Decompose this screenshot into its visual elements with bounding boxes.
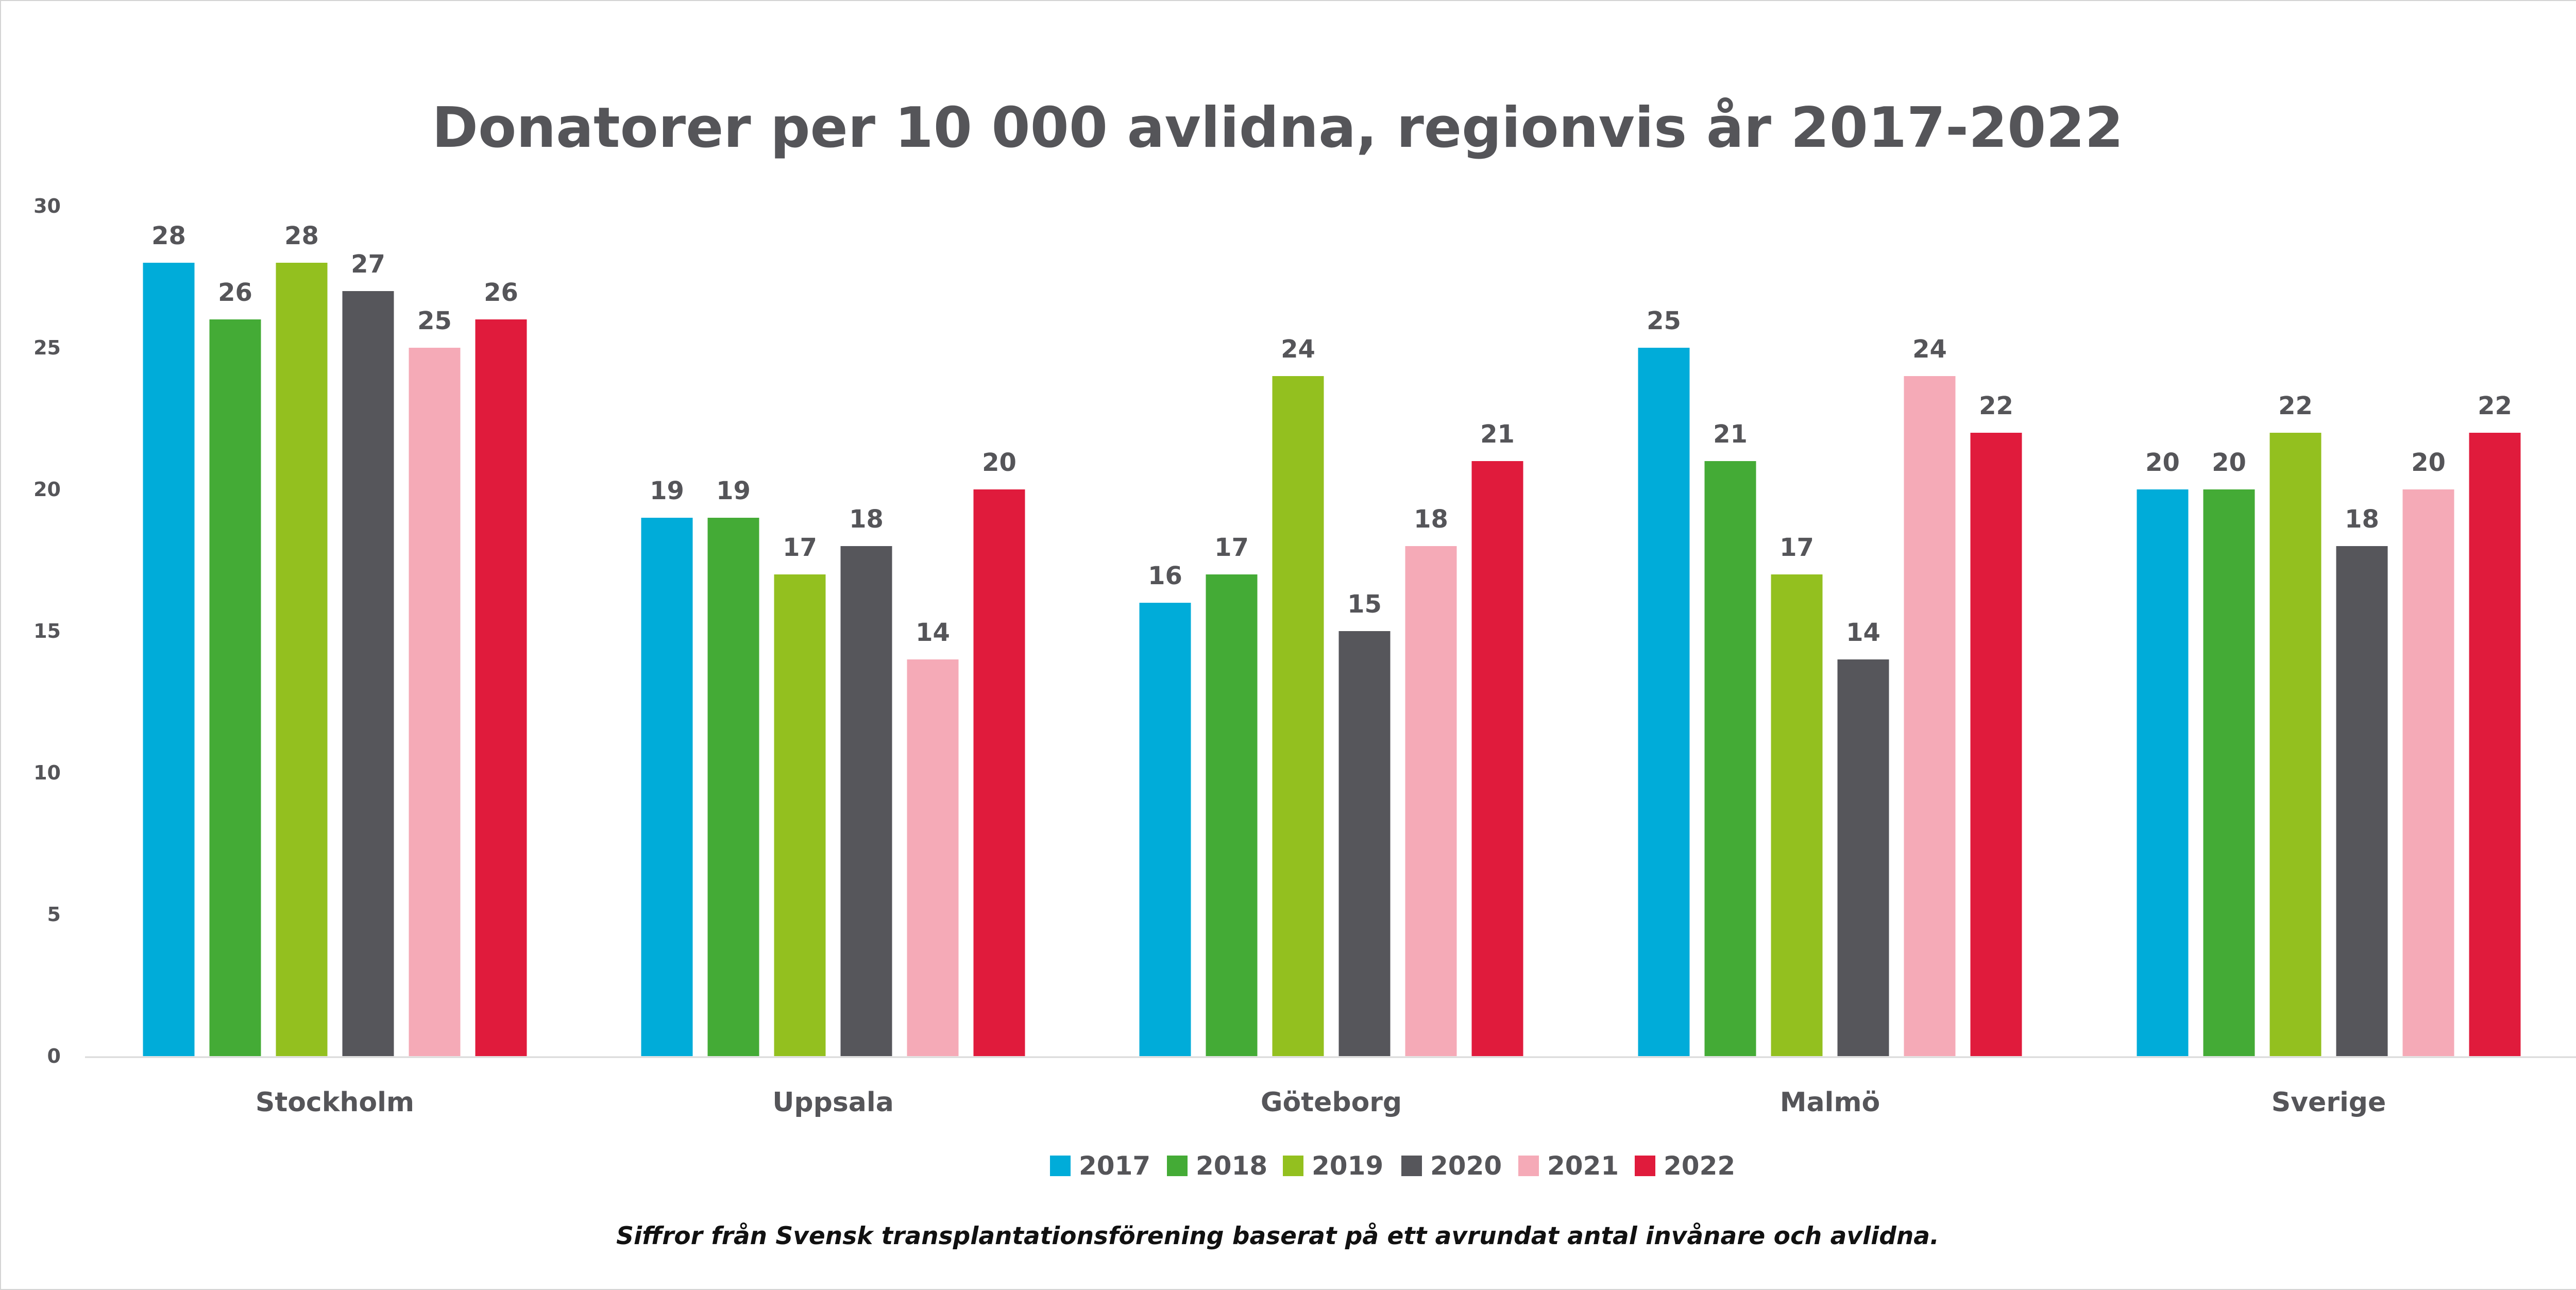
legend-label: 2021 — [1547, 1151, 1619, 1181]
data-label: 20 — [2212, 448, 2246, 477]
bar — [1904, 376, 1956, 1056]
bar — [1206, 574, 1258, 1056]
data-label: 22 — [2278, 392, 2313, 420]
legend-swatch — [1167, 1156, 1188, 1176]
bar — [1405, 546, 1457, 1056]
legend-label: 2018 — [1196, 1151, 1267, 1181]
legend-label: 2020 — [1430, 1151, 1502, 1181]
bar — [1771, 574, 1823, 1056]
bar — [1970, 433, 2022, 1056]
data-label: 20 — [2145, 448, 2180, 477]
bar — [774, 574, 826, 1056]
data-label: 18 — [2345, 505, 2379, 534]
y-tick-label: 0 — [47, 1045, 61, 1067]
data-label: 16 — [1148, 562, 1182, 590]
y-axis: 0 5 10 15 20 25 30 — [33, 195, 61, 1067]
bar — [2336, 546, 2388, 1056]
y-tick-label: 25 — [33, 336, 61, 359]
legend-swatch — [1635, 1156, 1655, 1176]
data-label: 22 — [2478, 392, 2512, 420]
data-label: 15 — [1347, 590, 1382, 619]
bar — [2469, 433, 2521, 1056]
bar-group: 19 19 17 18 14 20 — [641, 448, 1025, 1056]
x-tick-label: Sverige — [2272, 1087, 2386, 1118]
data-label: 17 — [783, 533, 817, 562]
data-label: 20 — [982, 448, 1016, 477]
y-tick-label: 15 — [33, 620, 61, 642]
legend-swatch — [1401, 1156, 1422, 1176]
data-label: 22 — [1979, 392, 2013, 420]
data-label: 21 — [1480, 420, 1515, 449]
y-tick-label: 30 — [33, 195, 61, 217]
bar — [409, 348, 461, 1056]
data-label: 17 — [1214, 533, 1249, 562]
legend-swatch — [1518, 1156, 1539, 1176]
legend-label: 2019 — [1312, 1151, 1383, 1181]
bar-group: 28 26 28 27 25 26 — [143, 222, 527, 1056]
data-label: 24 — [1281, 335, 1315, 364]
data-label: 19 — [650, 477, 684, 505]
bar — [1272, 376, 1324, 1056]
bar — [475, 319, 527, 1056]
data-label: 14 — [1846, 618, 1880, 647]
bar — [1837, 659, 1889, 1056]
x-tick-label: Göteborg — [1261, 1087, 1402, 1118]
data-label: 17 — [1780, 533, 1814, 562]
data-label: 25 — [417, 307, 452, 335]
bar — [1638, 348, 1690, 1056]
bar — [973, 489, 1025, 1056]
x-axis: Stockholm Uppsala Göteborg Malmö Sverige — [256, 1087, 2386, 1118]
y-tick-label: 20 — [33, 478, 61, 501]
data-label: 27 — [351, 250, 385, 279]
data-label: 26 — [484, 278, 518, 307]
bar — [2203, 489, 2255, 1056]
bar — [2269, 433, 2321, 1056]
bar — [2137, 489, 2189, 1056]
x-tick-label: Uppsala — [772, 1087, 894, 1118]
bar-group: 16 17 24 15 18 21 — [1139, 335, 1523, 1056]
bar — [1704, 461, 1756, 1056]
x-tick-label: Malmö — [1780, 1087, 1880, 1118]
bar — [2402, 489, 2454, 1056]
data-label: 28 — [151, 222, 186, 250]
y-tick-label: 5 — [47, 903, 61, 926]
bar — [1471, 461, 1523, 1056]
bar — [840, 546, 892, 1056]
bar — [907, 659, 959, 1056]
data-label: 18 — [849, 505, 884, 534]
legend-swatch — [1050, 1156, 1071, 1176]
bar — [143, 263, 195, 1056]
data-label: 14 — [916, 618, 950, 647]
bar — [342, 291, 394, 1056]
data-label: 19 — [716, 477, 751, 505]
bar-group: 20 20 22 18 20 22 — [2137, 392, 2521, 1056]
bar — [707, 518, 759, 1056]
legend-swatch — [1283, 1156, 1303, 1176]
data-label: 18 — [1414, 505, 1448, 534]
data-label: 21 — [1713, 420, 1748, 449]
bar — [209, 319, 261, 1056]
bar-group: 25 21 17 14 24 22 — [1638, 307, 2022, 1056]
bars: 28 26 28 27 25 26 19 19 17 18 14 20 16 17 24 15 18 21 25 21… — [143, 222, 2521, 1056]
data-label: 24 — [1912, 335, 1947, 364]
legend-label: 2022 — [1664, 1151, 1735, 1181]
data-label: 28 — [284, 222, 319, 250]
data-label: 26 — [218, 278, 252, 307]
bar — [1338, 631, 1391, 1056]
legend: 2017 2018 2019 2020 2021 2022 — [1050, 1151, 1735, 1181]
data-label: 25 — [1647, 307, 1681, 335]
footnote: Siffror från Svensk transplantationsföre… — [616, 1222, 1939, 1250]
bar — [276, 263, 328, 1056]
legend-label: 2017 — [1079, 1151, 1150, 1181]
data-label: 20 — [2411, 448, 2446, 477]
bar — [641, 518, 693, 1056]
y-tick-label: 10 — [33, 761, 61, 784]
bar — [1139, 603, 1191, 1056]
x-tick-label: Stockholm — [256, 1087, 414, 1118]
chart-title: Donatorer per 10 000 avlidna, regionvis … — [432, 96, 2123, 160]
